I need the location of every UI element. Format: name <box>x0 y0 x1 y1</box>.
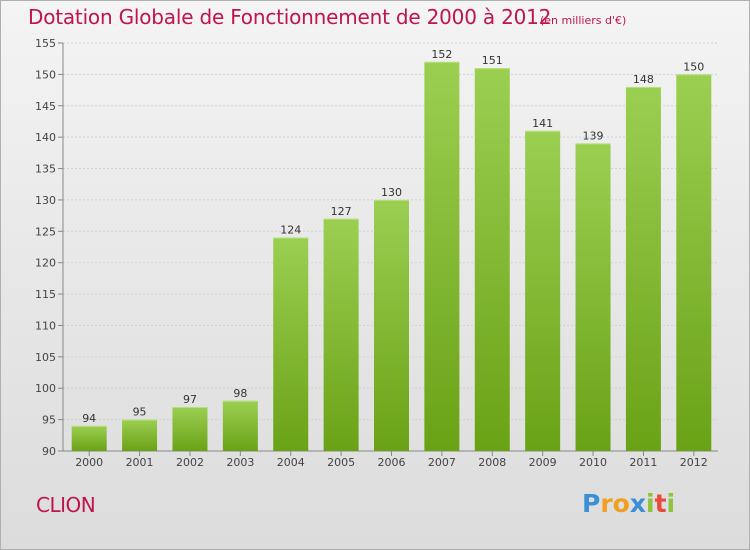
proxiti-logo: Proxiti <box>582 489 675 518</box>
logo-letter: o <box>612 489 630 518</box>
data-label: 98 <box>233 387 247 400</box>
y-tick-label: 155 <box>35 37 56 50</box>
bar-2001 <box>122 419 158 451</box>
bar-2003 <box>222 400 258 451</box>
y-tick-label: 90 <box>42 445 56 458</box>
data-label: 97 <box>183 393 197 406</box>
bar-2010 <box>575 143 611 451</box>
data-label: 150 <box>683 60 704 73</box>
bar-2006 <box>374 199 409 451</box>
bar-2009 <box>525 130 561 451</box>
bar-2002 <box>172 407 208 451</box>
x-tick-label: 2001 <box>126 456 154 469</box>
y-tick-label: 95 <box>42 414 56 427</box>
x-tick-label: 2007 <box>428 456 456 469</box>
bars <box>71 61 712 451</box>
data-label: 151 <box>482 54 503 67</box>
bar-2008 <box>474 68 510 451</box>
bar-2012 <box>676 74 712 451</box>
data-label: 94 <box>82 412 96 425</box>
x-tick-label: 2012 <box>680 456 708 469</box>
data-label: 148 <box>633 73 654 86</box>
x-tick-label: 2002 <box>176 456 204 469</box>
data-label: 95 <box>133 406 147 419</box>
x-tick-label: 2009 <box>529 456 557 469</box>
bar-2004 <box>273 237 309 451</box>
data-label: 141 <box>532 117 553 130</box>
x-tick-label: 2005 <box>327 456 355 469</box>
logo-letter: r <box>600 489 613 518</box>
x-tick-label: 2003 <box>226 456 254 469</box>
data-label: 130 <box>381 186 402 199</box>
y-tick-label: 140 <box>35 131 56 144</box>
y-tick-label: 110 <box>35 319 56 332</box>
logo-letter: i <box>646 489 655 518</box>
data-label: 152 <box>431 48 452 61</box>
x-tick-label: 2004 <box>277 456 305 469</box>
y-tick-label: 115 <box>35 288 56 301</box>
logo-letter: t <box>654 489 667 518</box>
y-tick-label: 135 <box>35 163 56 176</box>
y-tick-label: 145 <box>35 100 56 113</box>
axes: 90 95 100 105 110 115 120 125 130 135 140 145 150 155… <box>35 37 718 469</box>
y-tick-label: 100 <box>35 382 56 395</box>
x-tick-label: 2008 <box>478 456 506 469</box>
logo-letter: x <box>629 489 646 518</box>
logo-letter: i <box>666 489 676 518</box>
x-tick-label: 2006 <box>378 456 406 469</box>
x-tick-label: 2011 <box>629 456 657 469</box>
data-label: 139 <box>583 129 604 142</box>
y-tick-label: 150 <box>35 68 56 81</box>
y-tick-label: 130 <box>35 194 56 207</box>
x-tick-label: 2000 <box>75 456 103 469</box>
x-tick-label: 2010 <box>579 456 607 469</box>
data-label: 127 <box>331 205 352 218</box>
bar-2000 <box>71 425 107 451</box>
y-tick-label: 125 <box>35 225 56 238</box>
y-tick-label: 105 <box>35 351 56 364</box>
data-labels: 94 95 97 98 124 127 130 152 151 141 139 148 150 <box>82 48 704 425</box>
chart-title: Dotation Globale de Fonctionnement de 20… <box>28 5 552 29</box>
chart-subtitle: (en milliers d'€) <box>540 14 627 27</box>
data-label: 124 <box>280 224 301 237</box>
y-tick-label: 120 <box>35 257 56 270</box>
city-name: CLION <box>36 493 96 517</box>
logo-letter: P <box>582 489 601 518</box>
bar-2011 <box>625 86 661 451</box>
bar-2005 <box>323 218 359 451</box>
bar-2007 <box>424 61 460 451</box>
